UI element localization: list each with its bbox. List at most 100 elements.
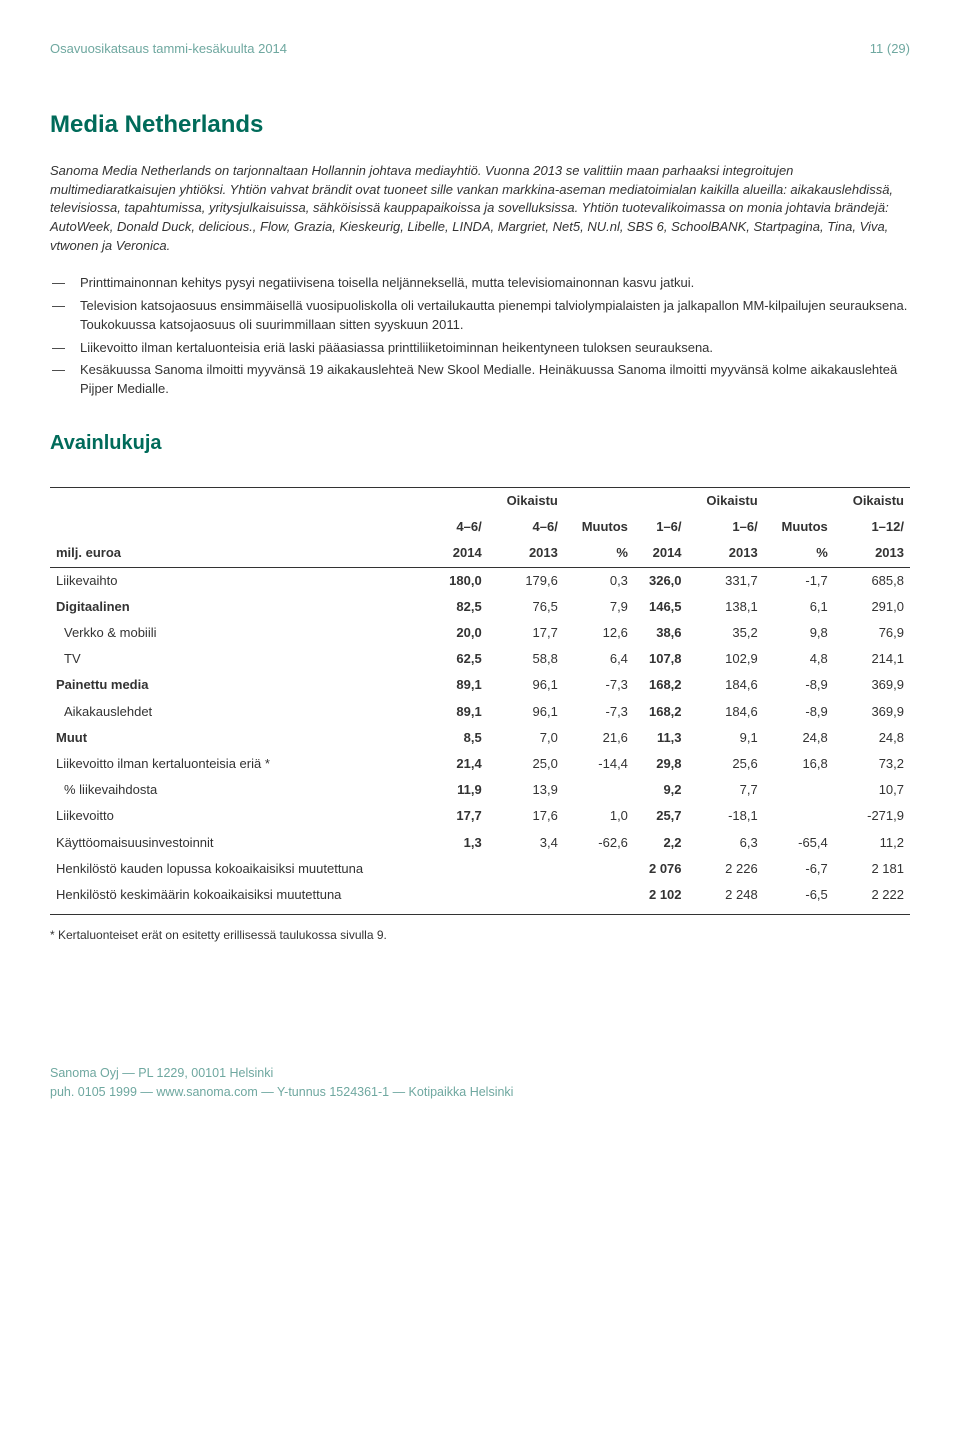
table-cell: 2 076: [634, 856, 688, 882]
table-cell: 0,3: [564, 567, 634, 594]
row-label: Liikevoitto: [50, 803, 434, 829]
table-cell: 8,5: [434, 725, 488, 751]
table-cell: 96,1: [488, 672, 564, 698]
table-cell: [434, 882, 488, 915]
table-cell: 2,2: [634, 830, 688, 856]
table-cell: 62,5: [434, 646, 488, 672]
row-label: % liikevaihdosta: [50, 777, 434, 803]
table-cell: 7,7: [688, 777, 764, 803]
header-right: 11 (29): [870, 40, 910, 58]
table-cell: 25,7: [634, 803, 688, 829]
table-cell: 58,8: [488, 646, 564, 672]
row-label: Henkilöstö kauden lopussa kokoaikaisiksi…: [50, 856, 434, 882]
table-cell: 4,8: [764, 646, 834, 672]
key-figures-table: OikaistuOikaistuOikaistu 4–6/4–6/Muutos1…: [50, 467, 910, 915]
table-row: Digitaalinen82,576,57,9146,5138,16,1291,…: [50, 594, 910, 620]
table-cell: 25,6: [688, 751, 764, 777]
table-row: Liikevaihto180,0179,60,3326,0331,7-1,768…: [50, 567, 910, 594]
bullet-item: Liikevoitto ilman kertaluonteisia eriä l…: [80, 339, 910, 358]
table-row: Käyttöomaisuusinvestoinnit1,33,4-62,62,2…: [50, 830, 910, 856]
table-cell: 7,9: [564, 594, 634, 620]
table-cell: [434, 856, 488, 882]
table-cell: 9,8: [764, 620, 834, 646]
row-label: Käyttöomaisuusinvestoinnit: [50, 830, 434, 856]
table-cell: 168,2: [634, 672, 688, 698]
table-cell: 13,9: [488, 777, 564, 803]
table-row: Liikevoitto17,717,61,025,7-18,1-271,9: [50, 803, 910, 829]
table-cell: 20,0: [434, 620, 488, 646]
page-footer: Sanoma Oyj — PL 1229, 00101 Helsinki puh…: [50, 1064, 910, 1102]
table-header-cell: [50, 488, 434, 515]
table-header-cell: [434, 488, 488, 515]
table-cell: 24,8: [764, 725, 834, 751]
page-header: Osavuosikatsaus tammi-kesäkuulta 2014 11…: [50, 40, 910, 58]
table-cell: 2 248: [688, 882, 764, 915]
table-cell: 82,5: [434, 594, 488, 620]
table-cell: 102,9: [688, 646, 764, 672]
table-cell: 11,9: [434, 777, 488, 803]
table-cell: 96,1: [488, 699, 564, 725]
table-cell: 7,0: [488, 725, 564, 751]
table-row: Henkilöstö keskimäärin kokoaikaisiksi mu…: [50, 882, 910, 915]
table-cell: 38,6: [634, 620, 688, 646]
table-header-cell: 1–12/: [834, 514, 910, 540]
table-cell: -65,4: [764, 830, 834, 856]
table-header-cell: %: [764, 540, 834, 567]
table-cell: [488, 856, 564, 882]
table-header-cell: 2013: [488, 540, 564, 567]
table-cell: 12,6: [564, 620, 634, 646]
table-cell: 369,9: [834, 672, 910, 698]
row-label: Aikakauslehdet: [50, 699, 434, 725]
table-cell: 9,2: [634, 777, 688, 803]
table-cell: -271,9: [834, 803, 910, 829]
table-cell: 1,0: [564, 803, 634, 829]
table-cell: 17,7: [434, 803, 488, 829]
table-header-cell: [50, 514, 434, 540]
table-cell: 2 222: [834, 882, 910, 915]
table-cell: -8,9: [764, 672, 834, 698]
table-cell: [488, 882, 564, 915]
table-row: Aikakauslehdet89,196,1-7,3168,2184,6-8,9…: [50, 699, 910, 725]
table-cell: -7,3: [564, 672, 634, 698]
table-cell: 76,5: [488, 594, 564, 620]
footer-line-2: puh. 0105 1999 — www.sanoma.com — Y-tunn…: [50, 1083, 910, 1102]
table-cell: 214,1: [834, 646, 910, 672]
table-row: Muut8,57,021,611,39,124,824,8: [50, 725, 910, 751]
table-header-cell: 1–6/: [688, 514, 764, 540]
table-cell: 21,4: [434, 751, 488, 777]
table-cell: 180,0: [434, 567, 488, 594]
row-label: Digitaalinen: [50, 594, 434, 620]
table-cell: 24,8: [834, 725, 910, 751]
table-row: % liikevaihdosta11,913,9 9,27,7 10,7: [50, 777, 910, 803]
table-header-cell: Oikaistu: [834, 488, 910, 515]
table-row: Painettu media89,196,1-7,3168,2184,6-8,9…: [50, 672, 910, 698]
intro-paragraph: Sanoma Media Netherlands on tarjonnaltaa…: [50, 162, 910, 256]
table-cell: -8,9: [764, 699, 834, 725]
row-label: Painettu media: [50, 672, 434, 698]
table-cell: 369,9: [834, 699, 910, 725]
table-cell: 291,0: [834, 594, 910, 620]
table-cell: 179,6: [488, 567, 564, 594]
table-header-cell: Muutos: [764, 514, 834, 540]
table-cell: 73,2: [834, 751, 910, 777]
table-cell: [764, 803, 834, 829]
table-header-cell: 2014: [434, 540, 488, 567]
table-cell: 10,7: [834, 777, 910, 803]
table-cell: -62,6: [564, 830, 634, 856]
table-cell: -6,7: [764, 856, 834, 882]
table-header-cell: [634, 488, 688, 515]
table-cell: 11,3: [634, 725, 688, 751]
table-cell: [564, 882, 634, 915]
table-cell: 138,1: [688, 594, 764, 620]
table-cell: [764, 777, 834, 803]
table-cell: -18,1: [688, 803, 764, 829]
table-cell: 2 102: [634, 882, 688, 915]
page-title: Media Netherlands: [50, 108, 910, 142]
table-cell: 21,6: [564, 725, 634, 751]
bullet-item: Kesäkuussa Sanoma ilmoitti myyvänsä 19 a…: [80, 361, 910, 399]
table-cell: -14,4: [564, 751, 634, 777]
row-label: Liikevaihto: [50, 567, 434, 594]
table-header-cell: 2013: [834, 540, 910, 567]
table-cell: 6,3: [688, 830, 764, 856]
table-cell: -1,7: [764, 567, 834, 594]
